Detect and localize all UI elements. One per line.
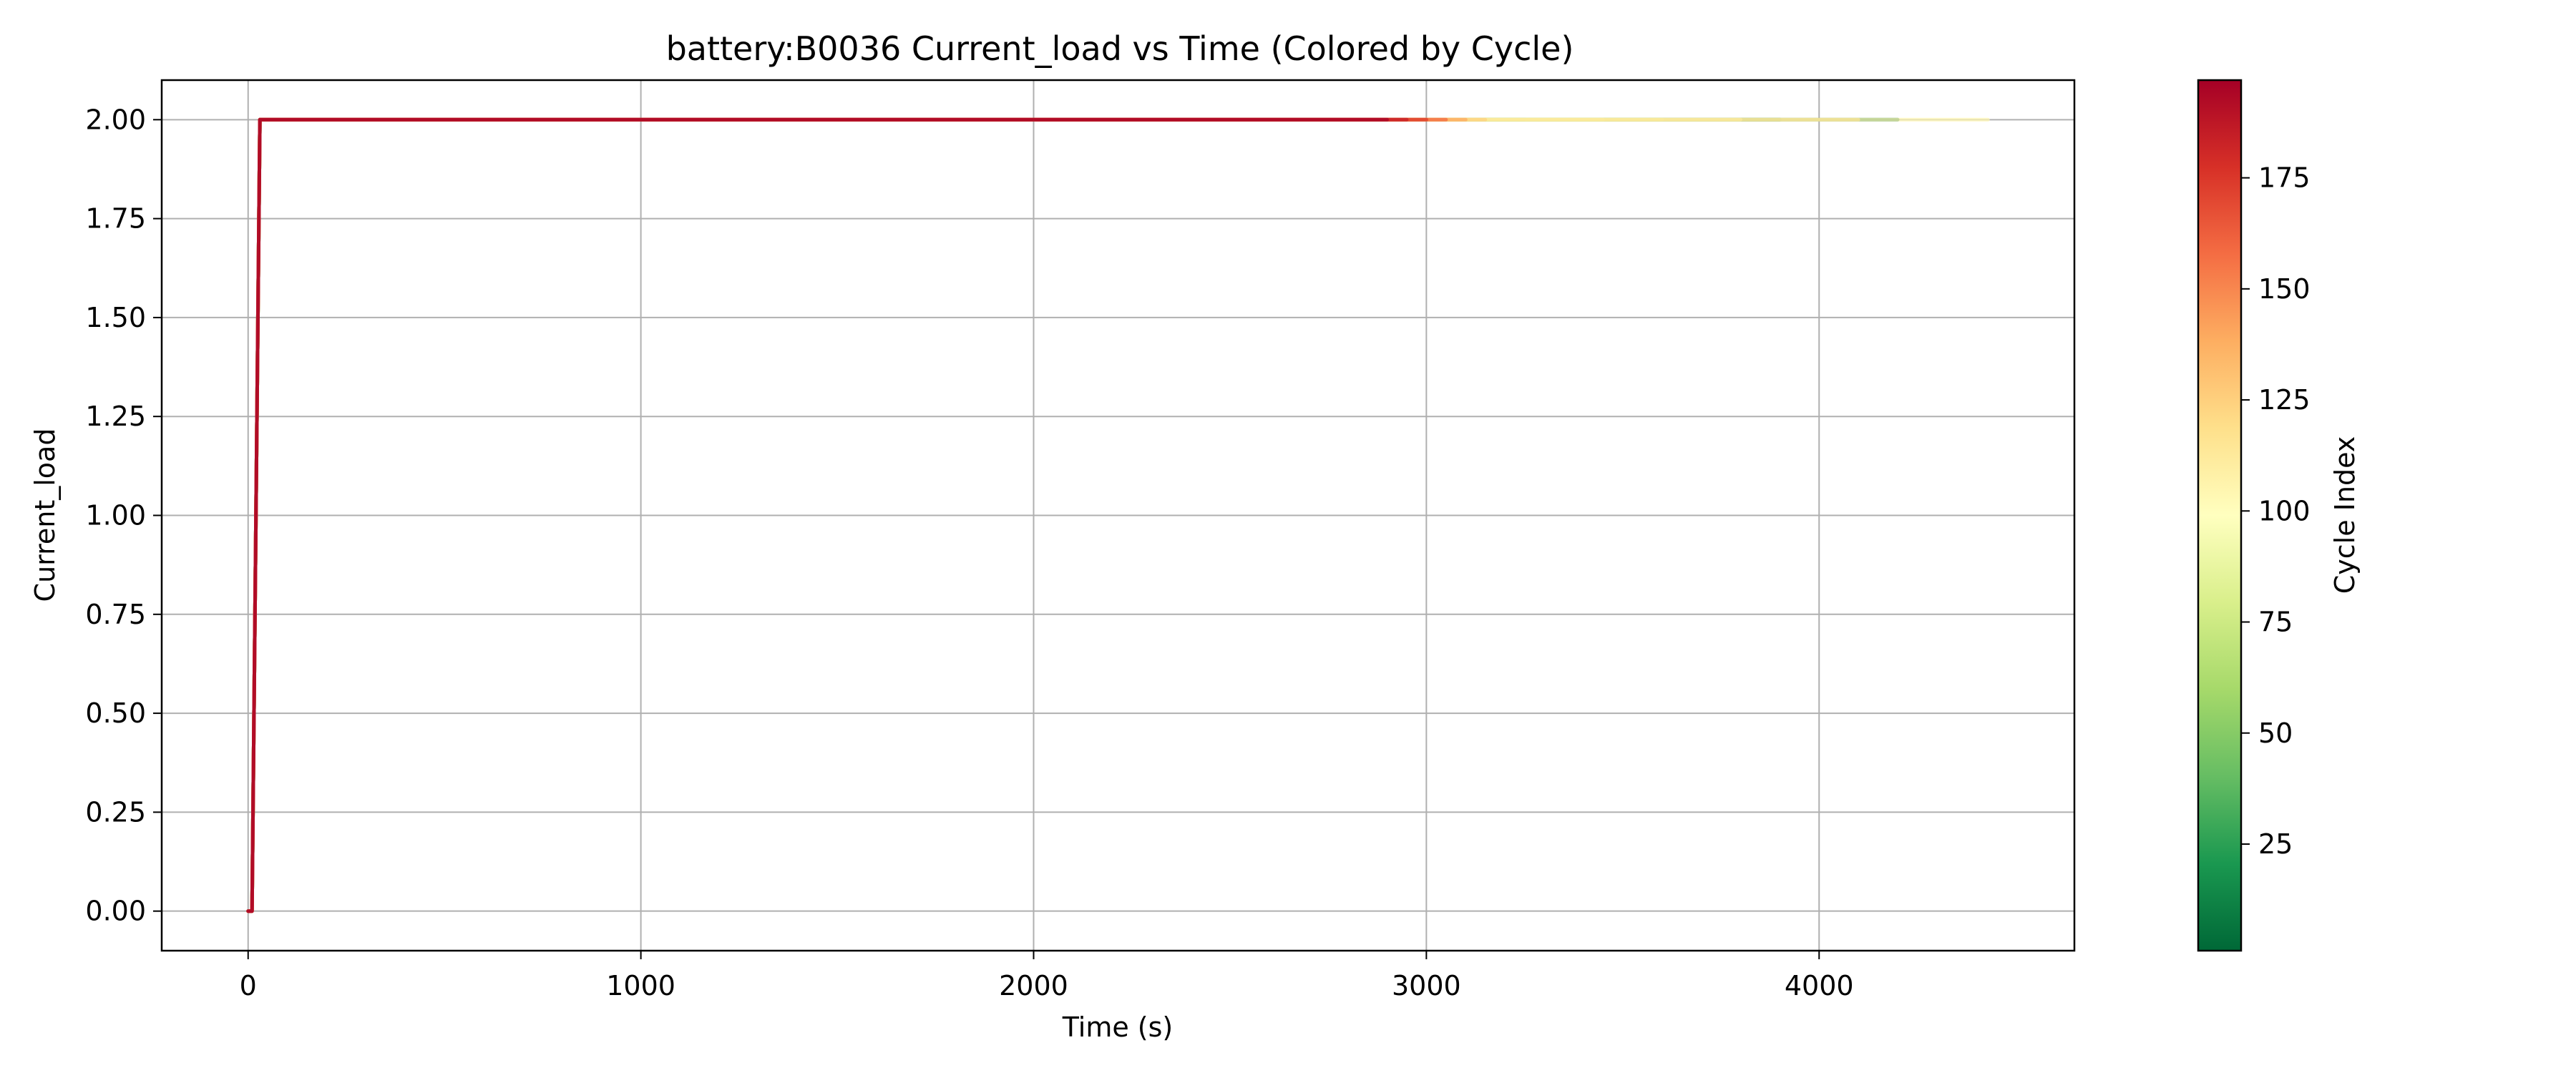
colorbar: 25 50 75 100 125 150 175 Cycle Index xyxy=(2197,79,2361,952)
x-tick-label: 1000 xyxy=(606,970,675,1001)
x-tick-label: 0 xyxy=(240,970,257,1001)
colorbar-tick-label: 50 xyxy=(2258,717,2293,749)
y-tick-label: 0.75 xyxy=(85,599,146,630)
colorbar-gradient xyxy=(2197,79,2243,952)
x-tick-label: 3000 xyxy=(1392,970,1461,1001)
y-tick-label: 0.25 xyxy=(85,796,146,828)
colorbar-label: Cycle Index xyxy=(2329,436,2361,594)
colorbar-tick-label: 125 xyxy=(2258,384,2311,416)
x-tick-label: 4000 xyxy=(1785,970,1854,1001)
x-tick-label: 2000 xyxy=(999,970,1068,1001)
series-layer xyxy=(246,117,1990,913)
colorbar-tick-label: 150 xyxy=(2258,273,2311,305)
y-axis-ticks: 0.00 0.25 0.50 0.75 1.00 1.25 1.50 1.75 2.00 xyxy=(85,104,162,927)
y-tick-label: 1.50 xyxy=(85,302,146,333)
y-tick-label: 0.00 xyxy=(85,896,146,927)
cycle-series-line xyxy=(246,117,1389,913)
y-axis-label: Current_load xyxy=(29,428,61,602)
colorbar-tick-label: 175 xyxy=(2258,162,2311,194)
y-tick-label: 1.00 xyxy=(85,500,146,531)
y-tick-label: 0.50 xyxy=(85,697,146,729)
y-tick-label: 2.00 xyxy=(85,104,146,135)
x-axis-label: Time (s) xyxy=(1062,1011,1174,1043)
x-axis-ticks: 0 1000 2000 3000 4000 xyxy=(240,951,1854,1001)
colorbar-tick-label: 75 xyxy=(2258,607,2293,638)
chart-title: battery:B0036 Current_load vs Time (Colo… xyxy=(666,29,1574,68)
y-tick-label: 1.25 xyxy=(85,401,146,432)
colorbar-tick-label: 100 xyxy=(2258,495,2311,526)
y-tick-label: 1.75 xyxy=(85,203,146,235)
plot-area: 0 1000 2000 3000 4000 0.00 0.25 0.50 0.75 1.00 1.… xyxy=(85,79,2076,1001)
colorbar-ticks: 25 50 75 100 125 150 175 xyxy=(2241,162,2311,860)
colorbar-tick-label: 25 xyxy=(2258,828,2293,860)
